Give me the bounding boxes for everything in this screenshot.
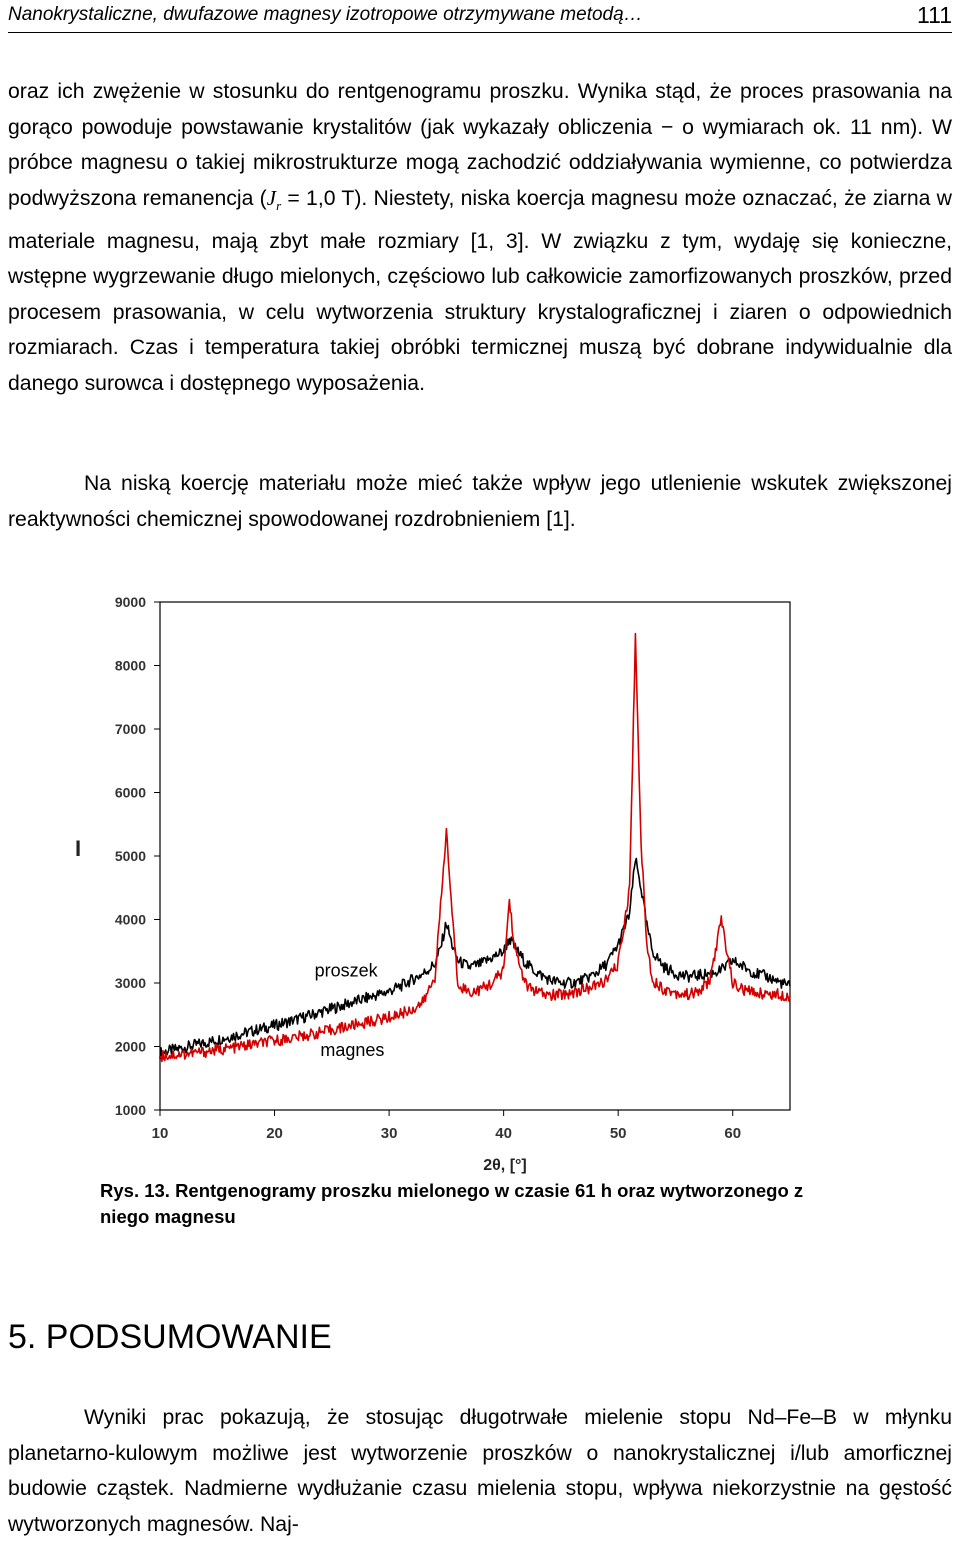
- series-magnes: [159, 632, 791, 1063]
- y-tick-label: 8000: [115, 658, 146, 674]
- x-axis-label: 2θ, [°]: [483, 1157, 527, 1174]
- annotation-proszek: proszek: [315, 961, 379, 981]
- y-tick-label: 4000: [115, 912, 146, 928]
- page-header: Nanokrystaliczne, dwufazowe magnesy izot…: [8, 2, 952, 33]
- x-tick-label: 10: [152, 1125, 169, 1142]
- page-number: 111: [917, 2, 952, 28]
- annotation-magnes: magnes: [320, 1040, 384, 1060]
- x-tick-label: 30: [381, 1125, 398, 1142]
- x-tick-label: 60: [724, 1125, 741, 1142]
- paragraph-1-text-b: = 1,0 T). Niestety, niska koercja magnes…: [8, 186, 952, 395]
- x-tick-label: 40: [495, 1125, 512, 1142]
- figure-caption: Rys. 13. Rentgenogramy proszku mielonego…: [100, 1180, 804, 1227]
- paragraph-1: oraz ich zwężenie w stosunku do rentgeno…: [8, 74, 952, 402]
- y-tick-label: 9000: [115, 594, 146, 610]
- xrd-chart: 1000 2000 3000 4000 5000 6000 7000 8000 9000 10 20…: [75, 594, 791, 1174]
- y-tick-label: 2000: [115, 1039, 146, 1055]
- remanence-subscript: r: [276, 198, 282, 214]
- x-tick-label: 20: [266, 1125, 283, 1142]
- y-tick-label: 3000: [115, 975, 146, 991]
- section-title: 5. PODSUMOWANIE: [8, 1318, 332, 1356]
- paragraph-1-text-a: oraz ich zwężenie w stosunku do rentgeno…: [8, 80, 952, 210]
- y-tick-label: 5000: [115, 848, 146, 864]
- y-axis-label: I: [75, 836, 81, 861]
- x-tick-label: 50: [610, 1125, 627, 1142]
- running-title: Nanokrystaliczne, dwufazowe magnesy izot…: [8, 4, 643, 25]
- y-tick-label: 7000: [115, 721, 146, 737]
- y-tick-label: 1000: [115, 1102, 146, 1118]
- remanence-symbol-letter: J: [266, 185, 277, 210]
- remanence-symbol: Jr: [266, 185, 282, 214]
- y-tick-label: 6000: [115, 785, 146, 801]
- paragraph-3: Wyniki prac pokazują, że stosując długot…: [8, 1406, 952, 1536]
- series-proszek: [159, 857, 791, 1059]
- paragraph-2: Na niską koercję materiału może mieć tak…: [8, 472, 952, 531]
